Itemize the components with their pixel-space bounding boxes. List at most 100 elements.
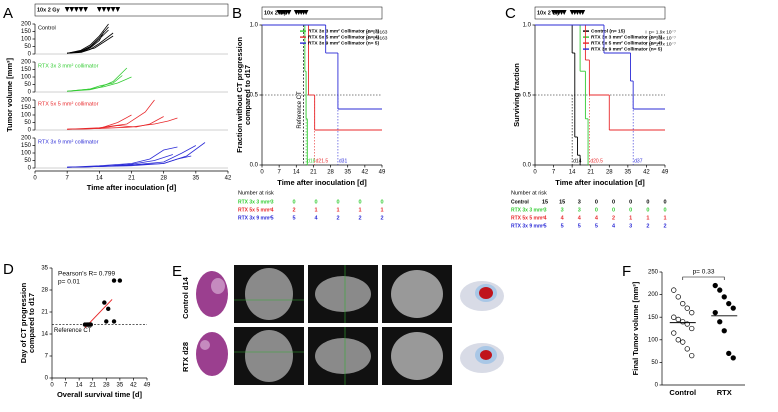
risk-count: 0 <box>612 199 615 205</box>
y-axis-label: compared to d17 <box>243 65 252 125</box>
point <box>671 330 677 336</box>
point <box>721 328 727 334</box>
x-tick-label: 21 <box>310 170 317 176</box>
point <box>717 287 723 293</box>
y-tick-label: 1.0 <box>523 23 532 29</box>
risk-count: 2 <box>336 215 339 221</box>
annotation: Pearson's R= 0.799 <box>58 271 115 278</box>
y-tick-label: 50 <box>651 360 658 366</box>
x-axis-label: Time after inoculation [d] <box>87 183 177 192</box>
panel-letter: D <box>3 261 14 278</box>
point <box>88 322 93 327</box>
point <box>675 337 681 343</box>
y-tick-label: 150 <box>21 67 32 73</box>
y-tick-label: 0.5 <box>523 93 532 99</box>
risk-count: 3 <box>629 223 632 229</box>
risk-count: 1 <box>336 207 339 213</box>
dose-marker <box>73 7 79 12</box>
risk-count: 0 <box>336 199 339 205</box>
risk-count: 5 <box>595 223 598 229</box>
x-tick-label: 14 <box>76 383 83 389</box>
x-tick-label: 21 <box>128 176 135 182</box>
growth-curve <box>67 29 109 54</box>
legend-label: RTX 3x 9 mm² Collimator (n= 5) <box>591 46 662 52</box>
y-tick-label: 100 <box>21 151 32 157</box>
legend-label: RTX 5x 5 mm² Collimator (n= 4) <box>308 34 379 40</box>
point <box>680 300 686 307</box>
legend-label: RTX 3x 3 mm² Collimator (n= 3) <box>308 28 379 34</box>
row-label: Control d14 <box>181 276 190 318</box>
risk-count: 5 <box>578 223 581 229</box>
x-axis-label: Overall survival time [d] <box>57 390 143 399</box>
x-tick-label: 7 <box>277 170 281 176</box>
subplot-label: RTX 3x 3 mm² collimator <box>38 63 99 69</box>
risk-title: Number at risk <box>511 190 547 196</box>
x-tick-label: 21 <box>587 170 594 176</box>
dose-label: 10x 2 Gy <box>264 10 288 16</box>
y-tick-label: 0 <box>28 128 32 134</box>
risk-count: 2 <box>646 223 649 229</box>
risk-count: 5 <box>561 223 564 229</box>
growth-curve <box>67 35 114 54</box>
point <box>712 310 718 316</box>
risk-count: 2 <box>380 215 383 221</box>
risk-count: 0 <box>663 207 666 213</box>
risk-row-label: RTX 3x 9 mm² <box>238 215 271 221</box>
dose-frame <box>34 3 229 17</box>
subplot-label: RTX 5x 5 mm² collimator <box>38 101 99 107</box>
y-axis-label: Final Tumor volume [mm³] <box>631 281 640 375</box>
risk-count: 4 <box>270 207 274 213</box>
point <box>684 346 690 352</box>
y-tick-label: 0 <box>655 383 659 389</box>
y-tick-label: 7 <box>45 354 49 360</box>
panel-letter: A <box>3 5 13 22</box>
x-tick-label: 7 <box>65 176 69 182</box>
point <box>717 319 723 325</box>
legend-swatch <box>300 42 306 44</box>
risk-row-label: Control <box>511 199 529 205</box>
point <box>726 300 732 307</box>
y-axis-label: Tumor volume [mm³] <box>5 57 14 132</box>
y-tick-label: 200 <box>21 60 32 66</box>
point <box>721 294 727 300</box>
x-tick-label: 49 <box>662 170 669 176</box>
risk-count: 1 <box>314 207 317 213</box>
histology-rtx <box>196 332 228 376</box>
growth-curve <box>67 32 114 54</box>
point <box>730 305 736 311</box>
risk-count: 1 <box>380 207 383 213</box>
growth-curve <box>67 99 155 130</box>
risk-count: 1 <box>629 215 632 221</box>
x-tick-label: 42 <box>225 176 232 182</box>
dose-marker <box>561 10 567 15</box>
x-tick-label: 42 <box>362 170 369 176</box>
y-tick-label: 0.0 <box>250 163 259 169</box>
dose-marker <box>96 7 102 12</box>
dose-label: 10x 2 Gy <box>537 10 561 16</box>
risk-row-label: RTX 3x 9 mm² <box>511 223 544 229</box>
y-axis-label: compared to d17 <box>27 293 36 353</box>
risk-count: 2 <box>292 207 295 213</box>
risk-row-label: RTX 5x 5 mm² <box>511 215 544 221</box>
risk-count: 0 <box>314 199 317 205</box>
risk-count: 15 <box>542 199 548 205</box>
risk-count: 2 <box>612 215 615 221</box>
x-tick-label: 0 <box>50 383 54 389</box>
risk-count: 4 <box>578 215 582 221</box>
x-tick-label: 28 <box>606 170 613 176</box>
legend-swatch <box>583 30 589 32</box>
subplot-label: RTX 3x 9 mm² collimator <box>38 139 99 145</box>
point <box>671 314 677 320</box>
point <box>675 294 681 300</box>
point <box>102 300 107 305</box>
risk-count: 0 <box>629 199 632 205</box>
risk-count: 4 <box>612 223 616 229</box>
point <box>689 310 695 316</box>
growth-curve <box>67 23 109 54</box>
risk-count: 5 <box>543 223 546 229</box>
x-tick-label: 0 <box>260 170 264 176</box>
x-axis-label: Time after inoculation [d] <box>555 178 645 187</box>
x-tick-label: 28 <box>160 176 167 182</box>
risk-count: 0 <box>646 207 649 213</box>
y-tick-label: 100 <box>21 75 32 81</box>
